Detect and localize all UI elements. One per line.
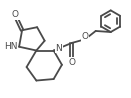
Text: O: O <box>82 32 89 41</box>
Text: HN: HN <box>4 42 17 51</box>
Text: O: O <box>68 58 75 67</box>
Text: O: O <box>12 10 19 19</box>
Text: N: N <box>55 44 62 53</box>
